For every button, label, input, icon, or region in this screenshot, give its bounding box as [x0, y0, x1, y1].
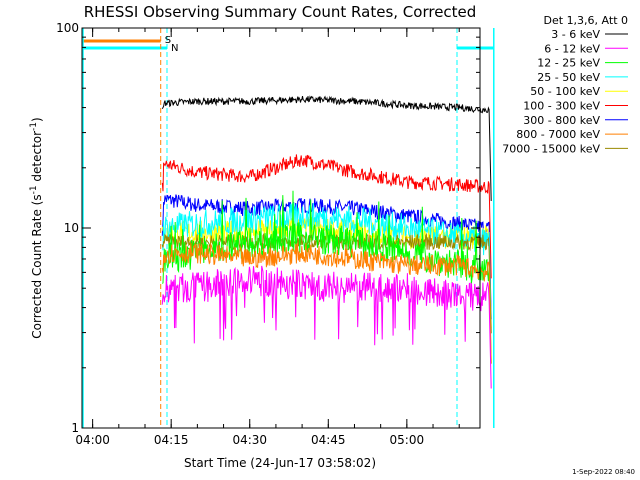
x-tick-label: 04:45: [311, 433, 346, 447]
legend-header: Det 1,3,6, Att 0: [544, 14, 628, 27]
legend-label: 100 - 300 keV: [523, 100, 600, 113]
x-tick-label: 05:00: [390, 433, 425, 447]
legend-label: 50 - 100 keV: [530, 85, 600, 98]
chart-title: RHESSI Observing Summary Count Rates, Co…: [84, 3, 477, 21]
x-tick-label: 04:30: [232, 433, 267, 447]
y-tick-label: 100: [56, 21, 79, 35]
legend-label: 300 - 800 keV: [523, 114, 600, 127]
annotation-n: N: [171, 43, 178, 54]
series-line: [161, 154, 492, 279]
y-tick-label: 1: [71, 421, 79, 435]
legend-label: 7000 - 15000 keV: [502, 142, 600, 155]
axes-group: 04:00 04:15 04:30 04:45 05:00 1 10 100: [56, 21, 481, 447]
legend-label: 800 - 7000 keV: [516, 128, 600, 141]
series-group: [161, 95, 492, 389]
x-axis-label: Start Time (24-Jun-17 03:58:02): [184, 456, 376, 470]
legend-label: 3 - 6 keV: [551, 28, 600, 41]
series-line: [161, 265, 492, 389]
y-tick-label: 10: [64, 221, 79, 235]
annotation-s: S: [165, 35, 171, 46]
legend-label: 12 - 25 keV: [537, 57, 600, 70]
x-tick-label: 04:15: [154, 433, 189, 447]
legend-label: 25 - 50 keV: [537, 71, 600, 84]
y-axis-label: Corrected Count Rate (s-1 detector-1): [29, 117, 44, 338]
series-line: [161, 95, 492, 202]
x-tick-label: 04:00: [75, 433, 110, 447]
legend-label: 6 - 12 keV: [544, 42, 600, 55]
series-line: [161, 242, 492, 364]
series-line: [161, 190, 492, 364]
y-axis-label-sup1: -1: [29, 185, 39, 194]
annotations: SN: [165, 35, 179, 54]
footer-date: 1-Sep-2022 08:40: [572, 468, 635, 476]
y-axis-label-mid: detector: [30, 131, 44, 186]
y-axis-label-sup2: -1: [29, 122, 39, 131]
y-axis-label-main: Corrected Count Rate (s: [30, 194, 44, 338]
y-axis-label-end: ): [30, 117, 44, 122]
